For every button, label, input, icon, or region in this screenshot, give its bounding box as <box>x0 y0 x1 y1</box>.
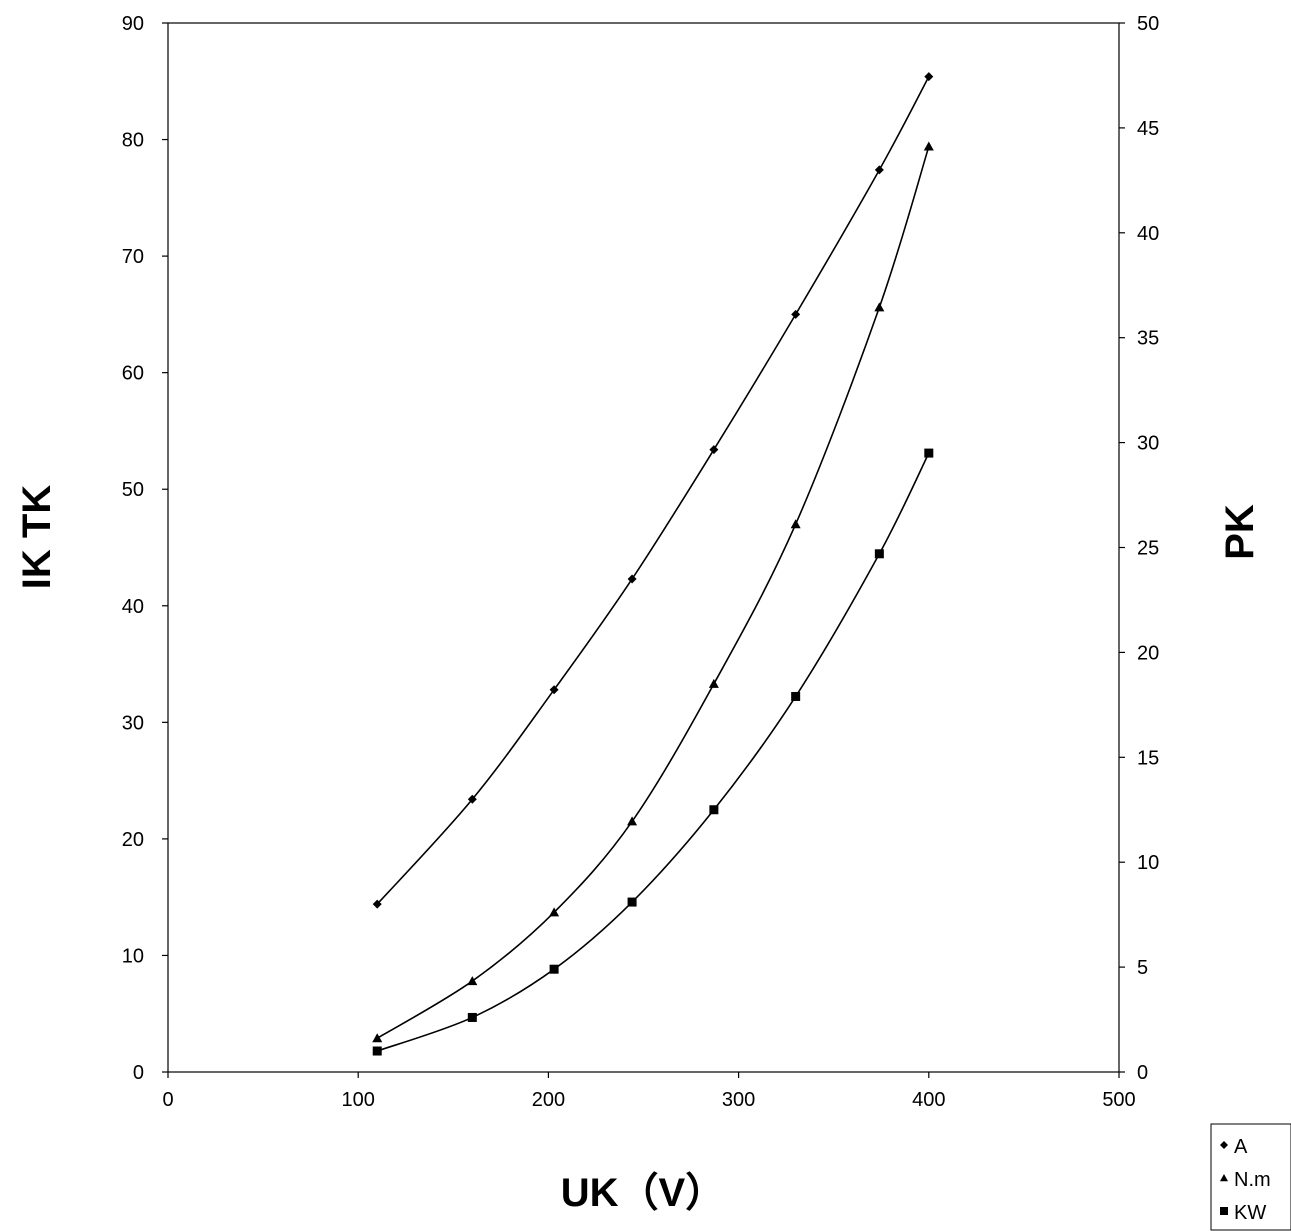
x-tick-label: 300 <box>722 1089 755 1111</box>
x-tick-label: 400 <box>912 1089 945 1111</box>
x-tick-label: 500 <box>1102 1089 1135 1111</box>
x-axis: 0 100 200 300 400 500 <box>162 1072 1136 1111</box>
right-y-axis: 0 5 10 15 20 25 30 35 40 45 50 <box>1119 13 1159 1084</box>
legend-label-n-m: N.m <box>1234 1169 1271 1191</box>
left-y-tick-label: 0 <box>133 1062 144 1084</box>
data-point-kw <box>467 1012 477 1022</box>
x-tick-label: 200 <box>532 1089 565 1111</box>
left-y-tick-label: 70 <box>122 246 144 268</box>
data-point-a <box>874 165 884 175</box>
data-point-a <box>549 685 559 695</box>
right-y-tick-label: 45 <box>1137 118 1159 140</box>
right-y-tick-label: 50 <box>1137 13 1159 35</box>
right-y-tick-label: 20 <box>1137 642 1159 664</box>
left-y-tick-label: 90 <box>122 13 144 35</box>
data-point-n-m <box>549 907 560 917</box>
series-layer <box>372 72 934 1056</box>
left-y-tick-label: 50 <box>122 479 144 501</box>
right-y-tick-label: 35 <box>1137 328 1159 350</box>
data-point-a <box>627 574 637 584</box>
left-y-tick-label: 20 <box>122 829 144 851</box>
data-point-a <box>791 309 801 319</box>
right-y-tick-label: 15 <box>1137 747 1159 769</box>
x-tick-label: 100 <box>342 1089 375 1111</box>
data-point-n-m <box>467 976 478 986</box>
series-line-n-m <box>376 146 930 1039</box>
data-point-a <box>467 794 477 804</box>
data-point-n-m <box>790 519 801 529</box>
legend-marker-a <box>1220 1141 1228 1149</box>
x-tick-label: 0 <box>162 1089 173 1111</box>
left-y-tick-label: 30 <box>122 712 144 734</box>
left-y-tick-label: 40 <box>122 596 144 618</box>
right-y-tick-label: 30 <box>1137 433 1159 455</box>
legend-marker-kw <box>1220 1207 1228 1215</box>
right-y-tick-label: 5 <box>1137 957 1148 979</box>
data-point-n-m <box>372 1033 383 1043</box>
data-point-kw <box>924 448 934 458</box>
left-y-tick-label: 10 <box>122 945 144 967</box>
legend-label-kw: KW <box>1234 1202 1266 1224</box>
left-y-tick-label: 60 <box>122 363 144 385</box>
data-point-kw <box>627 897 637 907</box>
data-point-n-m <box>874 302 885 312</box>
data-point-a <box>709 445 719 455</box>
left-y-axis-title: IK TK <box>15 485 59 590</box>
data-point-n-m <box>923 141 934 151</box>
data-point-n-m <box>627 816 638 826</box>
series-line-kw <box>376 452 930 1052</box>
legend-label-a: A <box>1234 1136 1248 1158</box>
right-y-tick-label: 25 <box>1137 538 1159 560</box>
data-point-kw <box>791 691 801 701</box>
right-y-axis-title: PK <box>1218 504 1262 560</box>
data-point-kw <box>874 549 884 559</box>
left-y-tick-label: 80 <box>122 130 144 152</box>
legend-marker-n-m <box>1220 1174 1228 1182</box>
right-y-tick-label: 40 <box>1137 223 1159 245</box>
right-y-tick-label: 10 <box>1137 852 1159 874</box>
right-y-tick-label: 0 <box>1137 1062 1148 1084</box>
data-point-kw <box>709 805 719 815</box>
data-point-n-m <box>708 678 719 688</box>
x-axis-title: UK（V） <box>561 1171 725 1215</box>
data-point-a <box>372 899 382 909</box>
data-point-kw <box>549 964 559 974</box>
data-point-kw <box>372 1046 382 1056</box>
data-point-a <box>924 72 934 82</box>
series-line-a <box>376 76 930 905</box>
plot-area <box>167 22 1120 1073</box>
legend: A N.m KW <box>1210 1123 1291 1231</box>
left-y-axis: 0 10 20 30 40 50 60 70 80 90 <box>122 13 168 1084</box>
